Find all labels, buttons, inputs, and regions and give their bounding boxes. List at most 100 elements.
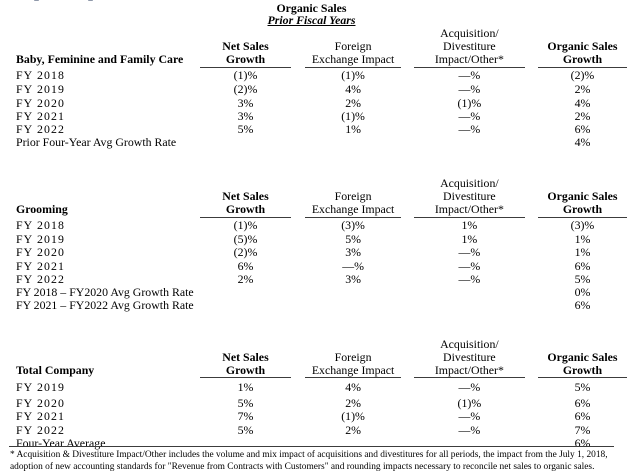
- section-label-grooming: Grooming: [16, 202, 68, 217]
- row-label: FY 2021 – FY2022 Avg Growth Rate: [16, 298, 194, 313]
- column-header-line: Exchange Impact: [311, 363, 395, 378]
- column-gap: [525, 299, 538, 312]
- column-gap: [525, 233, 538, 246]
- table-row: FY 2019 1% 4% —% 5%: [9, 378, 627, 396]
- table-row: FY 2020 3% 2% (1)% 4%: [9, 95, 627, 110]
- value-cell: 6%: [237, 258, 254, 273]
- column-header-line: Divestiture: [443, 189, 496, 204]
- value-cell: (2)%: [570, 67, 595, 82]
- column-gap: [525, 286, 538, 299]
- column-gap: [291, 136, 306, 149]
- value-cell: (1)%: [341, 67, 365, 82]
- value-cell: (3)%: [570, 217, 595, 232]
- column-gap: [525, 273, 538, 286]
- cropped-text-remnant: [34, 0, 39, 2]
- value-cell: [200, 299, 290, 312]
- table-row: FY 2021 3% (1)% —% 2%: [9, 109, 627, 123]
- table-row: Four-Year Average 6%: [9, 435, 627, 450]
- value-cell: —%: [458, 122, 481, 137]
- column-header-organic-sales-growth: Organic Sales Growth: [537, 189, 627, 218]
- value-cell: 1%: [237, 379, 254, 394]
- value-cell: —%: [458, 422, 481, 437]
- value-cell: [305, 299, 401, 312]
- column-header-line: Growth: [562, 202, 603, 217]
- column-gap: [525, 136, 538, 149]
- value-cell: 4%: [345, 379, 361, 394]
- column-gap: [401, 424, 414, 437]
- value-cell: [305, 286, 401, 299]
- column-gap: [291, 397, 306, 410]
- value-cell: [414, 437, 525, 450]
- row-label: FY 2019: [16, 379, 66, 394]
- footnote-line-1: * Acquisition & Divestiture Impact/Other…: [10, 450, 608, 461]
- column-gap: [291, 83, 306, 96]
- column-header-net-sales-growth: Net Sales Growth: [200, 189, 291, 218]
- column-gap: [401, 299, 414, 312]
- column-gap: [401, 110, 414, 123]
- section-label-total-company: Total Company: [16, 362, 95, 377]
- value-cell: 0%: [574, 285, 591, 300]
- table-header-row: Total Company Net Sales Growth Foreign E…: [9, 337, 627, 379]
- column-gap: [401, 123, 414, 136]
- table-header-row: Baby, Feminine and Family Care Net Sales…: [9, 26, 627, 68]
- value-cell: 2%: [345, 395, 361, 410]
- row-label: FY 2018: [16, 217, 66, 232]
- row-label: FY 2022: [16, 122, 66, 137]
- value-cell: 1%: [574, 232, 591, 247]
- value-cell: 5%: [237, 395, 254, 410]
- table-row: FY 2019 (2)% 4% —% 2%: [9, 82, 627, 97]
- value-cell: 1%: [461, 232, 478, 247]
- column-header-line: Exchange Impact: [311, 202, 395, 217]
- row-label: FY 2020: [16, 245, 66, 260]
- value-cell: (1)%: [233, 217, 258, 232]
- row-label: Prior Four-Year Avg Growth Rate: [16, 135, 177, 150]
- value-cell: [305, 136, 401, 149]
- column-gap: [525, 83, 538, 96]
- value-cell: —%: [458, 82, 481, 97]
- row-label: FY 2021: [16, 409, 66, 424]
- column-header-line: Divestiture: [443, 39, 496, 54]
- value-cell: —%: [458, 67, 481, 82]
- value-cell: 5%: [237, 422, 254, 437]
- column-header-line: Impact/Other*: [434, 202, 504, 217]
- column-gap: [401, 410, 414, 423]
- column-gap: [525, 397, 538, 410]
- table-row: FY 2019 (5)% 5% 1% 1%: [9, 233, 627, 246]
- column-gap: [525, 110, 538, 123]
- row-label: FY 2022: [16, 422, 66, 437]
- column-gap: [291, 437, 306, 450]
- column-gap: [401, 97, 414, 110]
- value-cell: 6%: [574, 435, 591, 450]
- column-header-line: Acquisition/: [440, 26, 499, 41]
- column-gap: [291, 286, 306, 299]
- cropped-text-remnant: [87, 0, 93, 2]
- column-header-line: Net Sales: [222, 189, 269, 204]
- row-label: FY 2019: [16, 82, 66, 97]
- value-cell: 5%: [574, 271, 591, 286]
- column-gap: [525, 410, 538, 423]
- row-label: FY 2020: [16, 95, 66, 110]
- row-label: FY 2018: [16, 67, 66, 82]
- value-cell: 5%: [237, 122, 254, 137]
- value-cell: 4%: [345, 82, 361, 97]
- value-cell: 2%: [574, 82, 591, 97]
- table-row: FY 2018 (1)% (1)% —% (2)%: [9, 68, 627, 84]
- column-header-foreign-exchange-impact: Foreign Exchange Impact: [305, 190, 401, 218]
- footnote-line-2: adoption of new accounting standards for…: [10, 462, 595, 472]
- column-gap: [525, 97, 538, 110]
- column-header-line: Net Sales: [222, 350, 269, 365]
- value-cell: 2%: [345, 422, 361, 437]
- column-gap: [291, 110, 306, 123]
- row-label: FY 2021: [16, 258, 66, 273]
- column-header-line: Growth: [225, 202, 266, 217]
- value-cell: 1%: [461, 217, 478, 232]
- column-header-line: Organic Sales: [547, 350, 618, 365]
- column-gap: [291, 219, 306, 233]
- value-cell: —%: [342, 258, 364, 273]
- column-header-line: Organic Sales: [547, 189, 618, 204]
- column-gap: [401, 246, 414, 259]
- row-label: FY 2020: [16, 395, 66, 410]
- value-cell: [414, 299, 525, 312]
- value-cell: (1)%: [233, 67, 258, 82]
- column-header-net-sales-growth: Net Sales Growth: [200, 40, 291, 68]
